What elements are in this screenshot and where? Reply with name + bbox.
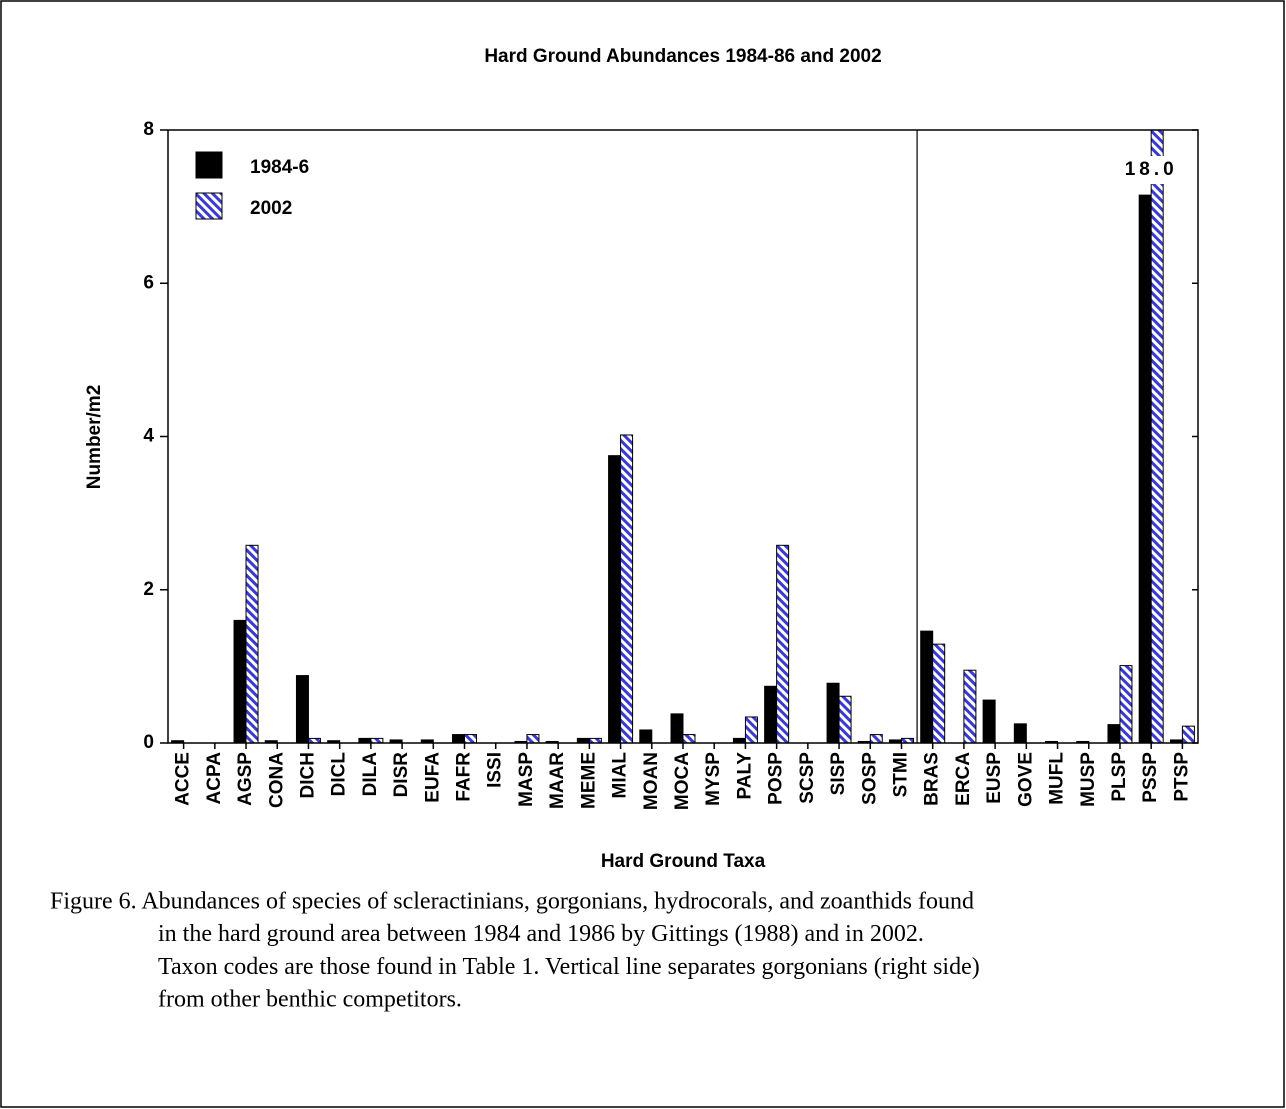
bar [826, 682, 840, 743]
bar [307, 737, 321, 743]
chart-title: Hard Ground Abundances 1984-86 and 2002 [484, 46, 881, 67]
value-label: 18.0 [1125, 159, 1178, 180]
y-tick-label: 0 [143, 732, 154, 753]
x-tick-label: CONA [266, 752, 287, 808]
bar [838, 695, 852, 743]
x-axis-label: Hard Ground Taxa [601, 851, 766, 872]
bar [1150, 130, 1164, 743]
x-tick-label: DICL [329, 752, 350, 797]
x-tick-label: GOVE [1015, 752, 1036, 807]
x-tick-label: MUSP [1078, 752, 1099, 807]
bar [982, 699, 996, 743]
x-tick-label: EUSP [984, 752, 1005, 804]
caption-line: from other benthic competitors. [158, 987, 462, 1013]
bar [682, 734, 696, 743]
x-tick-label: ISSI [485, 752, 506, 788]
bar [295, 675, 309, 743]
x-tick-label: MASP [516, 752, 537, 807]
y-axis-label: Number/m2 [84, 385, 105, 490]
x-tick-label: MEME [578, 752, 599, 809]
legend-swatch [195, 151, 223, 179]
y-tick-label: 8 [143, 119, 154, 140]
bar [1119, 665, 1133, 743]
bar [1013, 723, 1027, 743]
bar [1045, 740, 1059, 743]
x-tick-label: BRAS [922, 752, 943, 806]
x-tick-label: STMI [891, 752, 912, 797]
x-tick-label: DISR [391, 752, 412, 798]
bar [245, 544, 259, 743]
x-tick-label: MOCA [672, 752, 693, 810]
y-tick-label: 6 [143, 272, 154, 293]
bar [869, 734, 883, 743]
x-tick-label: SOSP [859, 752, 880, 805]
bar [670, 713, 684, 743]
x-tick-label: AGSP [235, 752, 256, 806]
bar [620, 434, 634, 743]
x-tick-label: ACPA [204, 752, 225, 805]
plot: 0 2 4 6 8 ACCE ACPA AGSP CONA DICH DICL DILA DISR EUF… [143, 119, 1199, 810]
bar [1181, 725, 1195, 743]
bar [639, 729, 653, 743]
y-tick-label: 2 [143, 579, 154, 600]
bar [233, 619, 247, 743]
bar [963, 669, 977, 743]
bar [932, 643, 946, 743]
y-tick-label: 4 [143, 426, 154, 447]
bar [920, 630, 934, 743]
bar [764, 685, 778, 743]
x-tick-label: DILA [360, 752, 381, 797]
x-tick-label: SISP [828, 752, 849, 796]
bar [900, 737, 914, 743]
value-label-bg [1117, 156, 1186, 184]
bar [464, 734, 478, 743]
legend-swatch [195, 192, 223, 220]
x-tick-label: MYSP [703, 752, 724, 806]
legend-label: 2002 [250, 198, 292, 219]
bar [776, 544, 790, 743]
bars [171, 130, 1195, 743]
bar [608, 455, 622, 743]
x-tick-label: PLSP [1109, 752, 1130, 802]
bar [1076, 740, 1090, 743]
x-tick-label: EUFA [422, 752, 443, 803]
x-tick-label: MUFL [1047, 752, 1068, 805]
x-tick-label: DICH [297, 752, 318, 798]
x-tick-label: MIAL [610, 752, 631, 799]
bar [370, 737, 384, 743]
plot-frame [167, 129, 1199, 744]
legend-label: 1984-6 [250, 157, 309, 178]
x-tick-label: ACCE [173, 752, 194, 806]
bar [588, 737, 602, 743]
x-tick-label: POSP [766, 752, 787, 805]
caption-line: Figure 6. Abundances of species of scler… [50, 889, 974, 915]
x-tick-label: PTSP [1171, 752, 1192, 802]
bar [545, 740, 559, 743]
caption-line: in the hard ground area between 1984 and… [158, 921, 924, 947]
x-tick-label: MOAN [641, 752, 662, 810]
x-tick-label: PALY [734, 752, 755, 800]
bar [744, 716, 758, 743]
x-tick-label: MAAR [547, 752, 568, 809]
bar [1138, 194, 1152, 743]
bar [526, 734, 540, 743]
bar [1107, 724, 1121, 743]
x-tick-label: PSSP [1140, 752, 1161, 803]
caption-line: Taxon codes are those found in Table 1. … [158, 954, 980, 980]
x-tick-label: ERCA [953, 752, 974, 806]
bar [452, 734, 466, 743]
x-tick-label: SCSP [797, 752, 818, 804]
x-tick-label: FAFR [454, 752, 475, 802]
